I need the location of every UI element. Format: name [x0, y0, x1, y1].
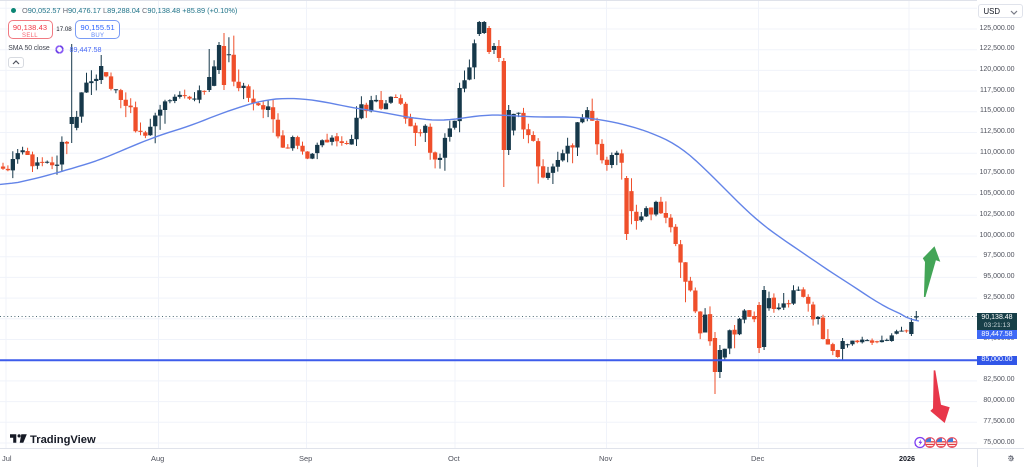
svg-text:TradingView: TradingView: [30, 433, 96, 445]
